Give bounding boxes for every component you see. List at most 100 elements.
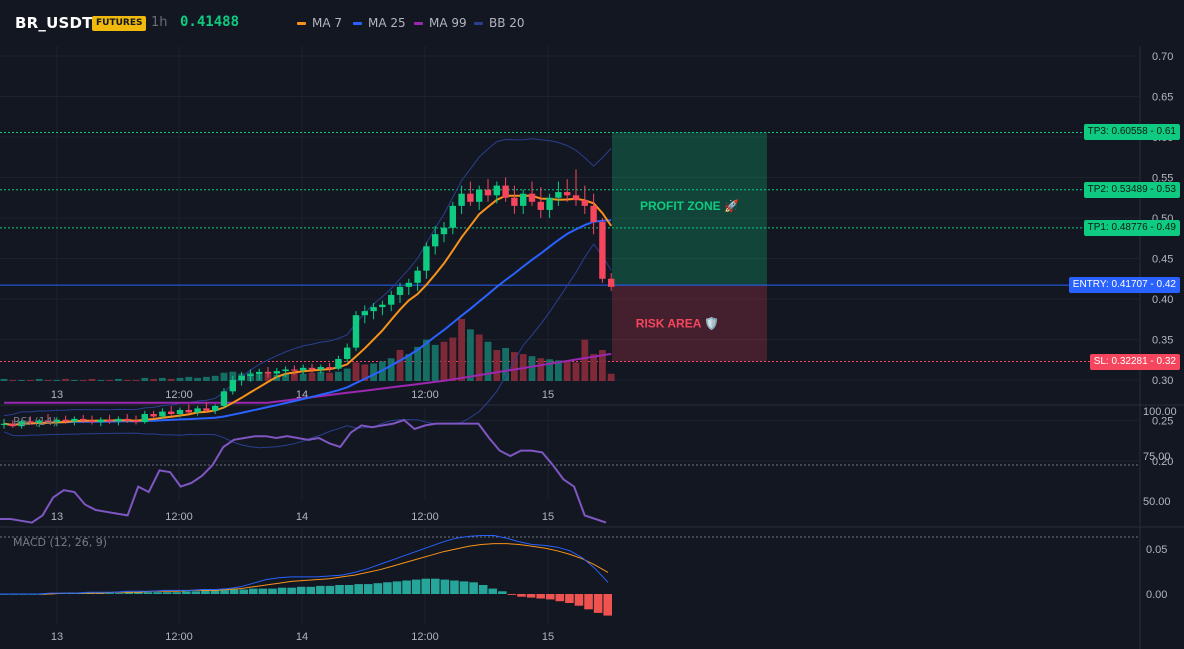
candle: [212, 404, 219, 415]
volume-bar: [537, 358, 545, 381]
candle-body: [370, 307, 377, 312]
macd-hist-bar: [287, 587, 296, 594]
candle: [520, 189, 527, 214]
volume-bar: [106, 379, 113, 381]
volume-bar: [97, 379, 105, 381]
volume-bar: [150, 378, 157, 381]
candle: [256, 368, 263, 380]
macd-hist-bar: [459, 581, 469, 594]
macd-hist-bar: [469, 582, 478, 594]
price-tick: 0.25: [1152, 416, 1173, 428]
time-tick: 15: [542, 511, 554, 523]
candle: [555, 181, 562, 206]
candle-body: [590, 205, 597, 223]
price-tick: 0.70: [1152, 51, 1173, 63]
volume-bar: [194, 377, 201, 381]
candle: [141, 410, 148, 424]
candle: [590, 193, 597, 235]
candle: [53, 417, 60, 427]
time-tick: 13: [51, 511, 63, 523]
volume-bar: [299, 373, 307, 381]
ma99-swatch: [414, 22, 423, 25]
candle: [344, 343, 351, 363]
candle-body: [159, 411, 166, 417]
candle-body: [520, 193, 527, 206]
chart-header: BR_USDT FUTURES 1h 0.41488 MA 7 MA 25 MA…: [0, 0, 1184, 46]
volume-bar: [511, 352, 518, 381]
candle-body: [546, 197, 553, 210]
time-tick: 14: [296, 631, 308, 643]
candle-body: [440, 227, 448, 235]
candle-body: [44, 420, 52, 423]
candle: [414, 266, 421, 291]
volume-bar: [35, 378, 43, 381]
timeframe-selector[interactable]: 1h: [151, 15, 168, 30]
macd-hist-bar: [143, 592, 153, 594]
price-tick: 0.35: [1152, 335, 1173, 347]
volume-bar: [176, 377, 184, 381]
volume-bar: [546, 359, 553, 381]
volume-bar: [132, 379, 140, 381]
macd-hist-bar: [249, 588, 258, 594]
candle: [80, 414, 87, 423]
volume-bar: [53, 379, 61, 381]
candle: [176, 407, 184, 418]
macd-hist-bar: [363, 584, 373, 594]
macd-hist-bar: [421, 578, 431, 594]
candle: [326, 362, 333, 372]
candle-body: [308, 367, 316, 370]
candle-body: [80, 418, 87, 421]
candle: [432, 226, 439, 255]
candle-body: [185, 409, 192, 413]
volume-bar: [405, 354, 413, 381]
legend-ma25[interactable]: MA 25: [353, 16, 406, 30]
candle: [18, 419, 25, 429]
candle: [62, 415, 69, 424]
macd-hist-bar: [402, 580, 411, 594]
candle-body: [326, 367, 333, 369]
price-tick: 0.65: [1152, 92, 1173, 104]
candle-body: [528, 193, 536, 202]
bb20-swatch: [474, 22, 483, 25]
candle: [247, 369, 254, 382]
candle: [194, 405, 201, 416]
candle-body: [97, 419, 104, 423]
candle: [132, 415, 140, 425]
legend-bb20[interactable]: BB 20: [474, 16, 525, 30]
macd-tick: 0.00: [1146, 589, 1167, 601]
symbol-name[interactable]: BR_USDT: [15, 14, 93, 32]
candle: [106, 414, 113, 424]
volume-bar: [458, 319, 465, 381]
macd-signal-line: [0, 543, 609, 595]
candle-body: [405, 282, 412, 287]
candle-body: [238, 375, 245, 380]
macd-hist-bar: [172, 592, 181, 594]
candle: [9, 420, 16, 428]
volume-bar: [159, 377, 166, 381]
macd-hist-bar: [354, 584, 363, 594]
volume-bar: [528, 356, 536, 381]
futures-badge: FUTURES: [92, 16, 147, 31]
candle-body: [502, 185, 509, 198]
rsi-line: [0, 418, 607, 524]
macd-tick: 0.05: [1146, 544, 1167, 556]
ma25-swatch: [353, 22, 362, 25]
legend-ma7[interactable]: MA 7: [297, 16, 342, 30]
macd-hist-bar: [593, 594, 603, 613]
candle: [546, 193, 553, 218]
candle: [458, 185, 465, 214]
candle-body: [300, 367, 307, 371]
candle: [300, 364, 307, 375]
volume-bar: [599, 350, 606, 381]
candle-body: [264, 371, 272, 374]
legend-ma99[interactable]: MA 99: [414, 16, 467, 30]
candle-body: [511, 197, 518, 206]
candle-body: [335, 358, 342, 369]
candle-body: [449, 205, 456, 228]
candle-body: [36, 420, 43, 423]
macd-hist-bar: [526, 594, 536, 598]
volume-bar: [493, 350, 501, 381]
volume-bar: [185, 376, 193, 381]
candle: [264, 367, 272, 378]
